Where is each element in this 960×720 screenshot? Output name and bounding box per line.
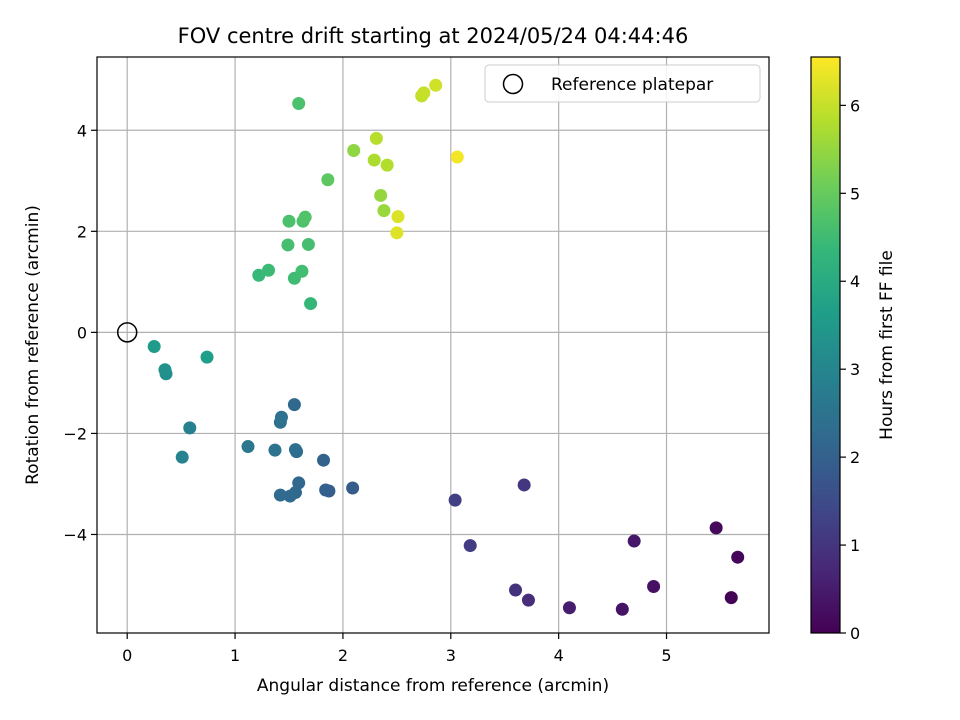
colorbar-frame [810, 56, 841, 634]
data-points [147, 78, 745, 616]
data-point [200, 350, 214, 364]
data-point [380, 158, 394, 172]
data-point [175, 450, 189, 464]
data-point [647, 580, 661, 594]
x-tick-label: 2 [338, 646, 348, 665]
data-point [282, 214, 296, 228]
data-point [391, 210, 405, 224]
data-point [417, 86, 431, 100]
legend-label: Reference platepar [551, 75, 713, 95]
data-point [304, 297, 318, 311]
colorbar-tick-label: 5 [850, 184, 860, 203]
y-axis-ticks: −4 −2 0 2 4 [63, 121, 97, 544]
colorbar-tick-label: 0 [850, 624, 860, 643]
legend: Reference platepar [484, 64, 761, 103]
data-point [183, 421, 197, 435]
data-point [450, 150, 464, 164]
data-point [147, 340, 161, 354]
reference-point [116, 322, 138, 343]
data-point [509, 583, 523, 597]
data-point [347, 143, 361, 157]
data-point [288, 443, 302, 457]
data-point [298, 210, 312, 224]
x-tick-label: 3 [446, 646, 456, 665]
colorbar-label: Hours from first FF file [877, 250, 897, 440]
x-axis-ticks: 0 1 2 3 4 5 [122, 633, 672, 665]
x-axis-label: Angular distance from reference (arcmin) [257, 676, 609, 696]
colorbar: 0 1 2 3 4 5 6 Hours from first FF file [810, 56, 897, 643]
data-point [283, 489, 297, 503]
y-tick-label: 2 [77, 222, 87, 241]
data-point [627, 534, 641, 548]
colorbar-tick-label: 6 [850, 96, 860, 115]
data-point [369, 131, 383, 145]
plot-area-frame [96, 56, 770, 634]
grid [97, 57, 769, 633]
data-point [346, 481, 360, 495]
data-point [463, 539, 477, 553]
data-point [287, 398, 301, 412]
data-point [268, 443, 282, 457]
y-tick-label: 0 [77, 323, 87, 342]
data-point [274, 410, 288, 424]
data-point [562, 601, 576, 615]
data-point [724, 591, 738, 605]
colorbar-tick-label: 3 [850, 360, 860, 379]
y-axis-label: Rotation from reference (arcmin) [23, 205, 43, 485]
data-point [448, 493, 462, 507]
x-tick-label: 1 [230, 646, 240, 665]
colorbar-gradient [811, 57, 840, 633]
colorbar-ticks: 0 1 2 3 4 5 6 [840, 96, 860, 643]
colorbar-tick-label: 4 [850, 272, 860, 291]
data-point [429, 78, 443, 92]
x-tick-label: 0 [122, 646, 132, 665]
data-point [374, 188, 388, 202]
data-point [273, 488, 287, 502]
y-tick-label: 4 [77, 121, 87, 140]
data-point [292, 96, 306, 110]
x-tick-label: 4 [554, 646, 564, 665]
data-point [321, 173, 335, 187]
data-point [367, 153, 381, 167]
data-point [281, 238, 295, 252]
y-tick-label: −4 [63, 525, 87, 544]
x-tick-label: 5 [661, 646, 671, 665]
data-point [252, 268, 266, 282]
data-point [377, 204, 391, 218]
data-point [319, 483, 333, 497]
data-point [301, 237, 315, 251]
data-point [731, 550, 745, 564]
data-point [521, 593, 535, 607]
data-point [262, 263, 276, 277]
reference-marker [116, 322, 138, 343]
colorbar-tick-label: 1 [850, 536, 860, 555]
data-point [615, 602, 629, 616]
data-point [517, 478, 531, 492]
data-point [241, 440, 255, 454]
data-point [317, 453, 331, 467]
y-tick-label: −2 [63, 424, 87, 443]
data-point [295, 264, 309, 278]
data-point [158, 363, 172, 377]
legend-reference-marker [502, 73, 524, 95]
data-point [709, 521, 723, 535]
chart-title: FOV centre drift starting at 2024/05/24 … [178, 24, 689, 48]
legend-box [484, 64, 761, 103]
data-point [390, 226, 404, 240]
colorbar-tick-label: 2 [850, 448, 860, 467]
